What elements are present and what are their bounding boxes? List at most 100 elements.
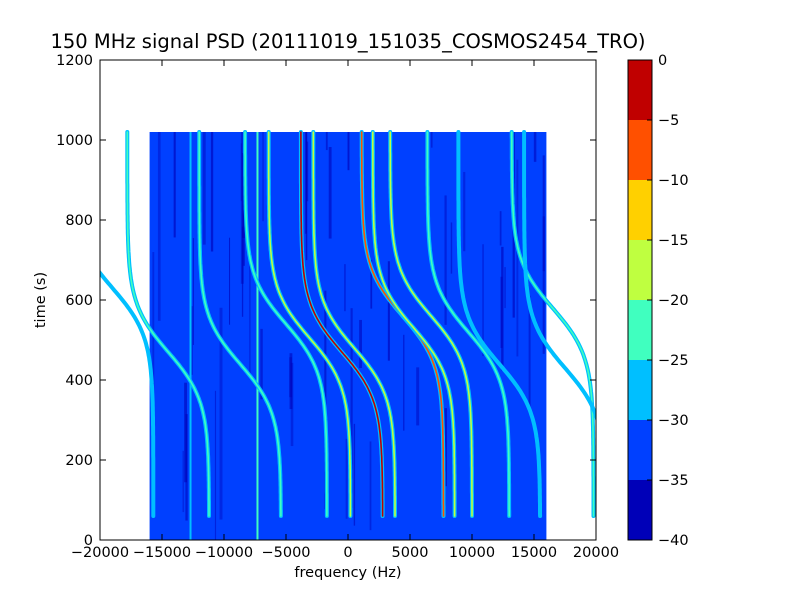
x-tick-label: 15000 (511, 545, 557, 561)
chart-title: 150 MHz signal PSD (20111019_151035_COSM… (50, 30, 645, 53)
heatmap-noise-stripe (403, 334, 405, 431)
doppler-track (510, 131, 595, 517)
x-tick-label: −10000 (195, 545, 253, 561)
colorbar-tick-label: −20 (658, 293, 689, 309)
colorbar-tick-label: −15 (658, 233, 689, 249)
colorbar-tick-label: −30 (658, 413, 689, 429)
heatmap-background (149, 132, 547, 540)
heatmap-noise-stripe (182, 450, 185, 513)
heatmap-noise-stripe (353, 423, 356, 526)
heatmap-noise-stripe (325, 132, 328, 151)
heatmap-noise-stripe (229, 237, 231, 325)
doppler-track (312, 131, 396, 517)
heatmap-noise-stripe (304, 132, 307, 234)
heatmap-noise-stripe (289, 353, 293, 410)
heatmap-noise-stripe (219, 307, 223, 520)
heatmap-noise-stripe (528, 295, 531, 408)
heatmap-noise-stripe (430, 132, 433, 148)
x-tick-label: 0 (343, 545, 352, 561)
heatmap-noise-stripe (152, 252, 155, 394)
heatmap-noise-stripe (533, 132, 537, 162)
doppler-track (426, 131, 510, 517)
y-tick-label: 600 (65, 293, 93, 309)
heatmap-noise-stripe (444, 408, 447, 487)
colorbar-band (628, 300, 652, 360)
colorbar-band (628, 480, 652, 540)
colorbar-tick-label: −10 (658, 173, 689, 189)
x-tick-label: −20000 (71, 545, 129, 561)
heatmap-noise-stripe (359, 319, 362, 369)
tracks-layer (100, 130, 596, 540)
heatmap-noise-stripe (184, 382, 187, 483)
x-tick-label: 10000 (449, 545, 495, 561)
colorbar-tick-label: −35 (658, 473, 689, 489)
colorbar-band (628, 60, 652, 120)
heatmap-noise-stripe (387, 261, 390, 361)
heatmap-noise-stripe (369, 441, 372, 531)
heatmap-noise-stripe (240, 132, 244, 284)
heatmap-noise-stripe (344, 264, 346, 312)
doppler-track (389, 131, 473, 517)
y-tick-label: 0 (84, 533, 93, 549)
heatmap-noise-stripe (370, 259, 373, 309)
colorbar-band (628, 240, 652, 300)
x-axis: −20000 −15000 −10000 −5000 0 5000 10000 15000 20… (71, 60, 619, 561)
heatmap-layer (149, 132, 547, 540)
heatmap-noise-stripe (306, 141, 309, 202)
y-tick-label: 1000 (56, 133, 93, 149)
heatmap-noise-stripe (241, 226, 244, 317)
doppler-track (126, 131, 210, 517)
colorbar-band (628, 360, 652, 420)
colorbar: −40 −35 −30 −25 −20 −15 −10 −5 0 (627, 53, 689, 549)
colorbar-band (628, 120, 652, 180)
heatmap-noise-stripe (260, 328, 263, 400)
x-tick-label: 20000 (573, 545, 619, 561)
colorbar-band (628, 180, 652, 240)
doppler-track (372, 131, 456, 517)
colorbar-tick-label: −25 (658, 353, 689, 369)
heatmap-noise-stripe (516, 159, 519, 357)
heatmap-noise-stripe (328, 146, 332, 239)
heatmap-noise-stripe (416, 367, 420, 426)
heatmap-noise-stripe (214, 390, 217, 540)
doppler-track (100, 271, 155, 517)
y-tick-label: 800 (65, 213, 93, 229)
heatmap-noise-stripe (450, 222, 453, 274)
heatmap-noise-stripe (482, 244, 484, 357)
heatmap-noise-stripe (444, 195, 447, 325)
heatmap-noise-stripe (249, 249, 251, 376)
heatmap-noise-stripe (173, 132, 176, 238)
heatmap-noise-stripe (305, 132, 308, 261)
y-tick-label: 1200 (56, 53, 93, 69)
heatmap-noise-stripe (210, 132, 214, 252)
x-tick-label: −5000 (261, 545, 310, 561)
heatmap-noise-stripe (501, 246, 504, 371)
heatmap-noise-stripe (192, 238, 194, 345)
y-tick-label: 400 (65, 373, 93, 389)
heatmap-noise-stripe (542, 216, 545, 272)
heatmap-noise-stripe (241, 153, 245, 239)
heatmap-noise-stripe (350, 308, 353, 508)
heatmap-noise-stripe (463, 171, 466, 252)
heatmap-noise-stripe (157, 132, 161, 321)
heatmap-noise-stripe (347, 132, 350, 171)
doppler-track (523, 131, 596, 419)
heatmap-noise-stripe (345, 438, 348, 519)
heatmap-noise-stripe (262, 132, 264, 222)
colorbar-tick-label: −40 (658, 533, 689, 549)
heatmap-noise-stripe (191, 306, 193, 375)
y-axis: 0 200 400 600 800 1000 1200 (56, 53, 596, 549)
doppler-track (244, 131, 328, 517)
x-tick-label: −15000 (133, 545, 191, 561)
heatmap-noise-stripe (504, 267, 506, 309)
colorbar-tick-label: 0 (658, 53, 667, 69)
colorbar-tick-label: −5 (658, 113, 679, 129)
y-tick-label: 200 (65, 453, 93, 469)
heatmap-noise-stripe (499, 211, 502, 246)
colorbar-band (628, 420, 652, 480)
heatmap-noise-stripe (542, 155, 545, 354)
doppler-track (300, 131, 384, 517)
x-axis-label: frequency (Hz) (294, 565, 401, 581)
doppler-track (267, 131, 352, 517)
